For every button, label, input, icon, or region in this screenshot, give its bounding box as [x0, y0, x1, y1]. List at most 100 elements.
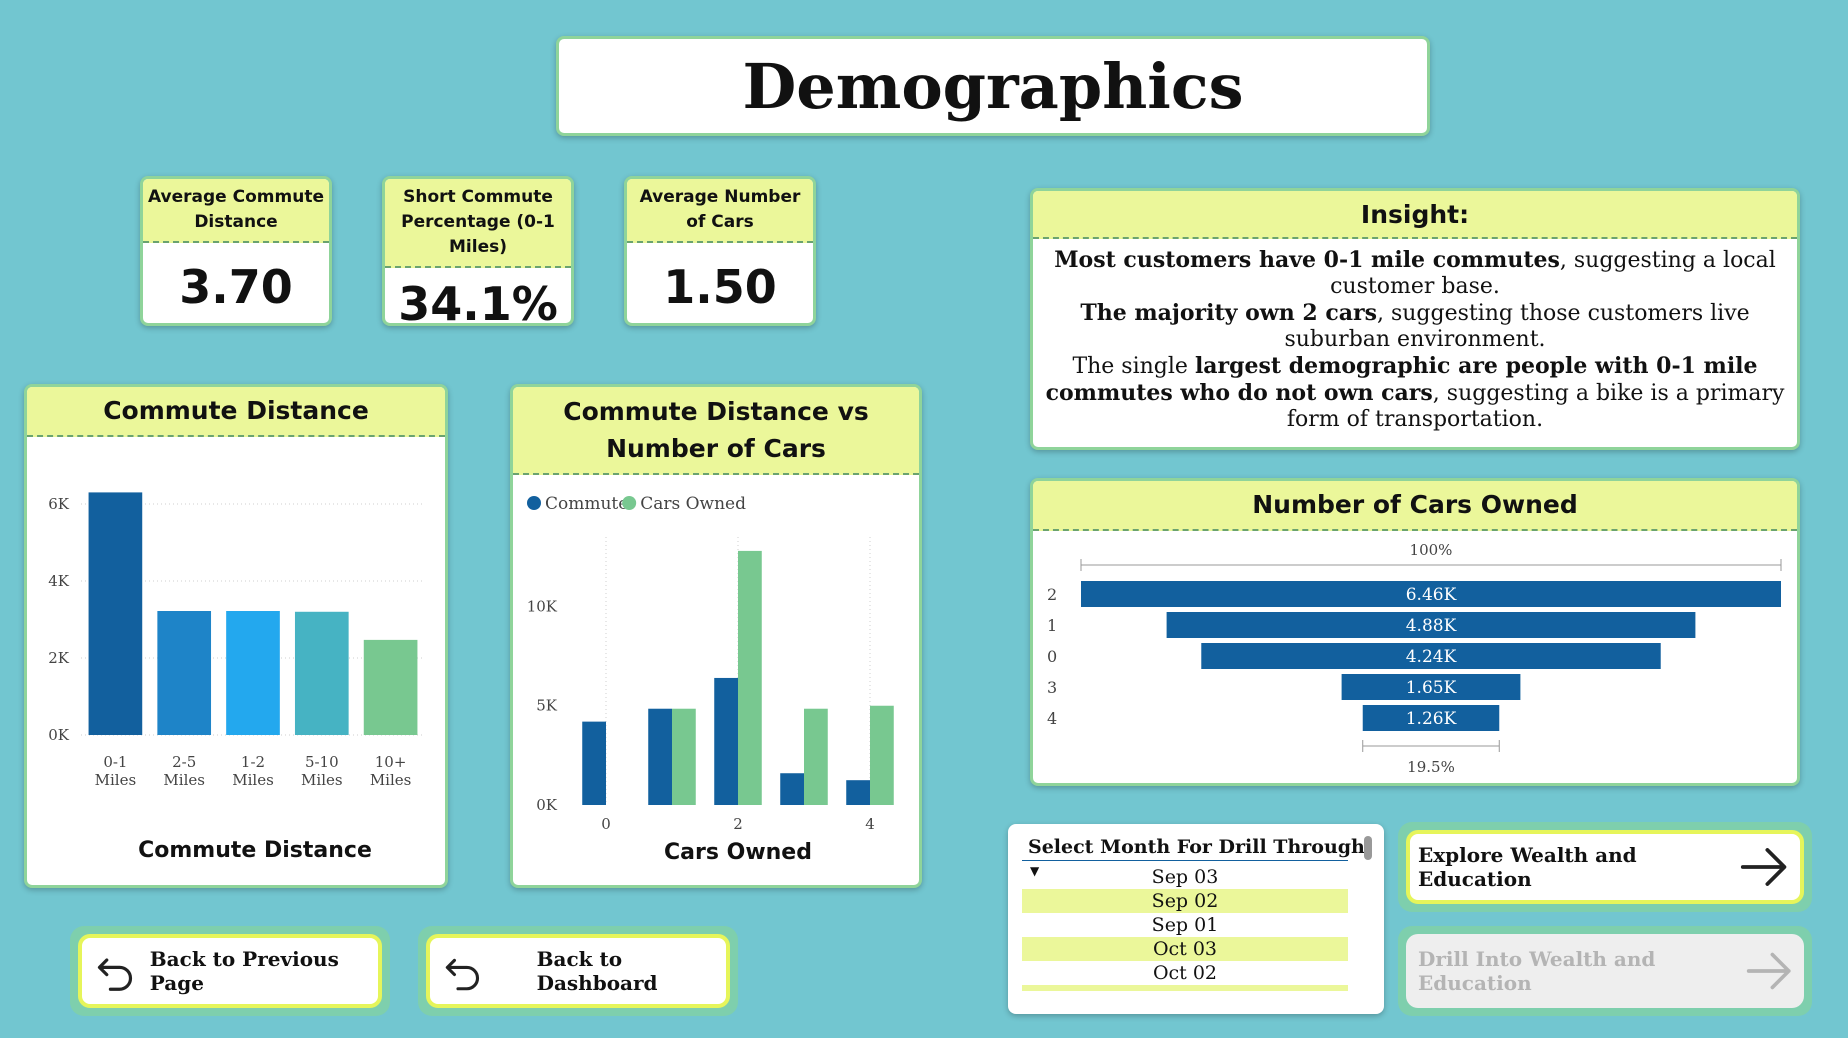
slicer-item[interactable]: Sep 02 [1022, 889, 1348, 913]
kpi-value: 1.50 [663, 260, 777, 314]
x-tick-label: 10+ Miles [370, 753, 412, 789]
x-tick-label: 0-1 Miles [95, 753, 137, 789]
kpi-value: 34.1% [398, 277, 558, 326]
bar [88, 492, 143, 735]
drill-into-wealth-education-button[interactable]: Drill Into Wealth and Education [1406, 934, 1804, 1008]
bar [363, 639, 418, 735]
chart-title: Commute Distance [27, 387, 445, 437]
arrow-right-icon [1746, 952, 1791, 990]
funnel-value-label: 6.46K [1406, 585, 1457, 605]
funnel-value-label: 1.26K [1406, 709, 1457, 729]
cars-owned-chart-card: Number of Cars Owned 100% 6.46K 2 4.88K 1 4.2… [1030, 478, 1800, 786]
x-tick-label: 2-5 Miles [163, 753, 205, 789]
y-tick-label: 6K [48, 495, 70, 513]
cars-owned-funnel: 100% 6.46K 2 4.88K 1 4.24K 0 1.65K 3 1.26K 4 19.5% [1047, 541, 1782, 776]
x-tick-label: 4 [865, 815, 875, 833]
slicer-divider [1022, 860, 1348, 861]
commute-distance-chart-card: Commute Distance 0K 2K 4K 6K 0-1 Miles 2-5 Mile… [24, 384, 448, 888]
bar [226, 611, 280, 735]
button-label: Back to Dashboard [536, 947, 658, 995]
insight-title: Insight: [1033, 191, 1797, 239]
bar [780, 773, 804, 805]
bar [714, 677, 738, 805]
bar [157, 611, 212, 735]
explore-wealth-education-button[interactable]: Explore Wealth and Education [1406, 830, 1804, 904]
bar [582, 721, 606, 805]
funnel-bar [1081, 581, 1781, 607]
bar [672, 708, 696, 805]
insight-text: The single [1072, 354, 1195, 379]
collapse-caret-icon[interactable]: ▼ [1030, 864, 1040, 878]
slicer-item[interactable]: Sep 03 [1151, 866, 1219, 888]
funnel-bar [1166, 612, 1696, 638]
button-label: Back to Previous Page [149, 947, 339, 995]
insight-text: , suggesting a local customer base. [1330, 248, 1776, 299]
x-tick-label: 2 [733, 815, 743, 833]
bar [294, 611, 349, 735]
funnel-bar [1341, 674, 1521, 700]
slicer-item[interactable]: Oct 03 [1022, 937, 1348, 961]
x-axis-title: Cars Owned [664, 840, 812, 865]
slicer-item[interactable]: Oct 02 [1152, 962, 1218, 984]
y-tick-label: 5K [536, 697, 558, 715]
funnel-bar [1201, 643, 1661, 669]
slicer-scrollbar[interactable] [1364, 836, 1372, 860]
y-tick-label: 0K [536, 796, 558, 814]
insight-body: Most customers have 0-1 mile commutes, s… [1033, 239, 1797, 441]
commute-vs-cars-chart: Commute Cars Owned 0K 5K 10K 0 2 4 Cars Owned [527, 494, 894, 865]
funnel-bar [1362, 705, 1500, 731]
arrow-right-icon [1740, 848, 1787, 886]
slicer-item-partial [1022, 985, 1348, 991]
month-slicer[interactable]: Select Month For Drill Through ▼ Sep 03 … [1008, 824, 1384, 1014]
insight-card: Insight: Most customers have 0-1 mile co… [1030, 188, 1800, 450]
insight-line: The majority own 2 cars, suggesting thos… [1043, 300, 1787, 353]
chart-title: Commute Distance vs Number of Cars [513, 387, 919, 475]
kpi-avg-commute: Average Commute Distance 3.70 [140, 176, 332, 326]
y-tick-label: 10K [527, 597, 558, 615]
insight-bold: largest demographic are people with 0-1 … [1045, 353, 1758, 406]
funnel-value-label: 4.24K [1406, 647, 1457, 667]
back-to-dashboard-button[interactable]: Back to Dashboard [426, 934, 730, 1008]
slicer-title: Select Month For Drill Through [1028, 836, 1365, 858]
funnel-category-label: 4 [1047, 709, 1057, 728]
kpi-label: Short Commute Percentage (0-1 Miles) [385, 179, 571, 268]
funnel-category-label: 1 [1047, 616, 1057, 635]
kpi-value: 3.70 [179, 260, 293, 314]
insight-line: The single largest demographic are peopl… [1043, 353, 1787, 433]
funnel-top-label: 100% [1410, 541, 1453, 559]
page-title-box: Demographics [556, 36, 1430, 136]
x-tick-label: 5-10 Miles [301, 753, 343, 789]
bar [738, 550, 762, 805]
funnel-value-label: 4.88K [1406, 616, 1457, 636]
kpi-label: Average Number of Cars [627, 179, 813, 243]
funnel-category-label: 3 [1047, 678, 1057, 697]
button-label: Drill Into Wealth and Education [1418, 947, 1656, 995]
kpi-short-commute: Short Commute Percentage (0-1 Miles) 34.… [382, 176, 574, 326]
x-tick-label: 1-2 Miles [232, 753, 274, 789]
undo-arrow-icon [97, 958, 133, 991]
insight-text: , suggesting a bike is a primary form of… [1286, 381, 1785, 432]
button-label: Explore Wealth and Education [1418, 843, 1637, 891]
legend-marker [622, 496, 637, 510]
bar [804, 708, 828, 805]
legend-label: Cars Owned [640, 494, 746, 514]
funnel-bottom-label: 19.5% [1407, 758, 1455, 776]
kpi-label: Average Commute Distance [143, 179, 329, 243]
slicer-item[interactable]: Sep 01 [1151, 914, 1219, 936]
insight-line: Most customers have 0-1 mile commutes, s… [1043, 247, 1787, 300]
bar [648, 708, 672, 805]
page-title: Demographics [742, 49, 1244, 123]
y-tick-label: 2K [48, 649, 70, 667]
chart-title: Number of Cars Owned [1033, 481, 1797, 531]
funnel-category-label: 0 [1047, 647, 1057, 666]
bar [870, 705, 894, 805]
legend-marker [527, 496, 541, 510]
insight-bold: The majority own 2 cars [1080, 300, 1377, 326]
commute-distance-chart: 0K 2K 4K 6K 0-1 Miles 2-5 Miles 1-2 Miles 5-10 Mile… [48, 492, 425, 863]
y-tick-label: 4K [48, 572, 70, 590]
funnel-category-label: 2 [1047, 585, 1057, 604]
back-previous-page-button[interactable]: Back to Previous Page [78, 934, 382, 1008]
x-tick-label: 0 [601, 815, 611, 833]
insight-bold: Most customers have 0-1 mile commutes [1054, 247, 1560, 273]
bar [846, 780, 870, 805]
